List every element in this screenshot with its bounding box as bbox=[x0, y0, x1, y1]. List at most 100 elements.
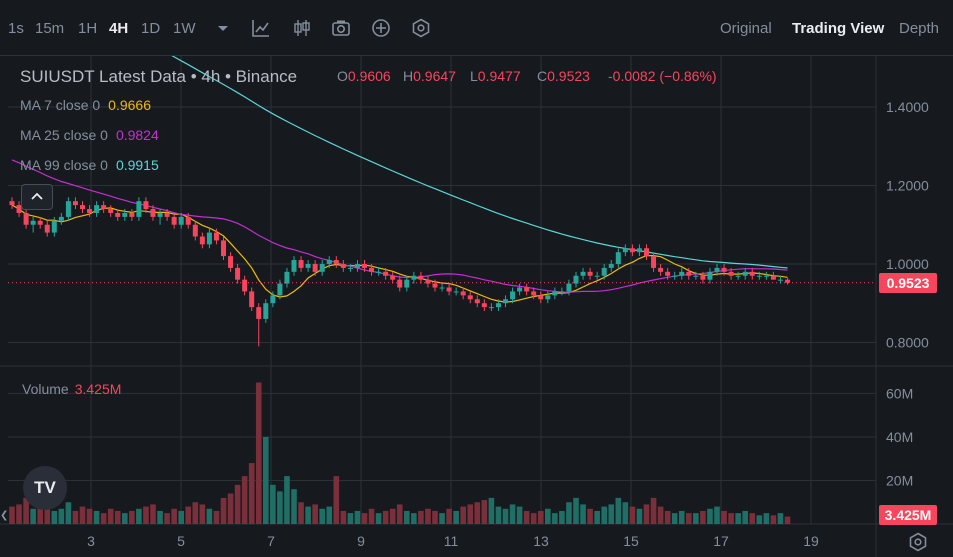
candle-body bbox=[545, 295, 551, 300]
volume-bar bbox=[396, 504, 403, 524]
tab-original[interactable]: Original bbox=[720, 20, 772, 37]
volume-bar bbox=[192, 502, 199, 524]
timeframe-15m[interactable]: 15m bbox=[35, 20, 65, 37]
candle-body bbox=[474, 299, 480, 304]
volume-bar bbox=[432, 510, 438, 524]
candle-body bbox=[143, 201, 149, 210]
volume-bar bbox=[622, 502, 629, 524]
volume-bar bbox=[742, 510, 748, 524]
volume-bar bbox=[284, 476, 290, 524]
volume-bar bbox=[354, 510, 361, 524]
volume-bar bbox=[425, 508, 431, 524]
ma7-legend[interactable]: MA 7 close 0 0.9666 bbox=[20, 97, 151, 113]
candle-body bbox=[171, 216, 177, 225]
timeframe-1d[interactable]: 1D bbox=[141, 20, 161, 37]
candle-body bbox=[221, 240, 226, 257]
candle-body bbox=[178, 216, 184, 225]
candle-body bbox=[242, 279, 248, 292]
time-tick-label: 11 bbox=[444, 533, 459, 549]
candle-body bbox=[749, 271, 755, 276]
volume-bar bbox=[255, 382, 262, 524]
candle-body bbox=[376, 271, 382, 273]
candle-body bbox=[94, 205, 100, 213]
volume-bar bbox=[481, 500, 488, 524]
candle-body bbox=[51, 220, 57, 233]
candle-body bbox=[115, 212, 121, 217]
volume-tick-label: 60M bbox=[886, 385, 913, 401]
volume-bar bbox=[312, 504, 318, 524]
last-volume-tag: 3.425M bbox=[879, 505, 937, 525]
settings-icon[interactable] bbox=[908, 532, 928, 552]
volume-bar bbox=[234, 484, 241, 524]
volume-bar bbox=[129, 510, 135, 524]
dropdown-icon[interactable] bbox=[213, 18, 233, 38]
time-tick-label: 3 bbox=[87, 533, 95, 549]
volume-bar bbox=[44, 504, 51, 524]
camera-icon[interactable] bbox=[331, 18, 351, 38]
volume-bar bbox=[340, 510, 347, 524]
volume-bar bbox=[93, 510, 100, 524]
volume-bar bbox=[9, 506, 15, 524]
candle-body bbox=[488, 307, 494, 309]
timeframe-1h[interactable]: 1H bbox=[78, 20, 98, 37]
volume-bar bbox=[100, 513, 107, 524]
volume-bar bbox=[509, 504, 516, 524]
timeframe-1w[interactable]: 1W bbox=[173, 20, 196, 37]
plus-circle-icon[interactable] bbox=[371, 18, 391, 38]
candle-body bbox=[629, 248, 635, 253]
candle-body bbox=[319, 263, 325, 272]
ohlc-change: -0.0082 (−0.86%) bbox=[608, 68, 717, 84]
volume-bar bbox=[157, 510, 163, 524]
candle-body bbox=[16, 205, 22, 213]
ma7-value: 0.9666 bbox=[108, 97, 151, 113]
tab-trading-view[interactable]: Trading View bbox=[792, 20, 885, 37]
line-tool-icon[interactable] bbox=[251, 18, 271, 38]
candle-body bbox=[369, 267, 375, 272]
candle-body bbox=[305, 263, 311, 268]
volume-bar bbox=[615, 497, 622, 524]
chart-title: SUIUSDT Latest Data • 4h • Binance bbox=[20, 67, 298, 86]
candle-body bbox=[164, 212, 170, 217]
candle-body bbox=[622, 248, 628, 253]
volume-bar bbox=[580, 504, 586, 524]
candle-body bbox=[566, 283, 572, 292]
volume-bar bbox=[714, 506, 720, 524]
collapse-legend-button[interactable] bbox=[21, 184, 53, 210]
volume-bar bbox=[361, 513, 368, 524]
volume-bar bbox=[700, 510, 706, 524]
volume-bar bbox=[241, 476, 248, 524]
price-chart[interactable]: 1.4000 1.2000 1.0000 0.8000 60M 40M 20M 3 5 7 9 11 1… bbox=[0, 56, 953, 557]
candle-body bbox=[284, 271, 290, 284]
volume-bar bbox=[333, 476, 340, 524]
candle-body bbox=[707, 271, 713, 280]
candle-type-icon[interactable] bbox=[292, 18, 312, 38]
volume-bar bbox=[439, 513, 445, 524]
volume-bar bbox=[693, 513, 699, 524]
volume-bar bbox=[368, 508, 375, 524]
candle-body bbox=[213, 232, 219, 241]
candle-body bbox=[608, 263, 614, 268]
indicator-icon[interactable] bbox=[411, 18, 431, 38]
ma25-legend[interactable]: MA 25 close 0 0.9824 bbox=[20, 127, 159, 143]
volume-bar bbox=[446, 508, 452, 524]
volume-bar bbox=[636, 508, 643, 524]
tradingview-logo[interactable]: TV bbox=[23, 466, 67, 510]
timeframe-1s[interactable]: 1s bbox=[8, 20, 24, 37]
tab-depth[interactable]: Depth bbox=[899, 20, 940, 37]
scroll-left-icon[interactable]: ❮ bbox=[0, 510, 9, 521]
candle-body bbox=[453, 291, 459, 293]
volume-bar bbox=[559, 510, 565, 524]
volume-bar bbox=[777, 513, 784, 524]
candle-body bbox=[580, 271, 586, 276]
time-tick-label: 15 bbox=[623, 533, 639, 549]
volume-bar bbox=[206, 508, 213, 524]
ma99-legend[interactable]: MA 99 close 0 0.9915 bbox=[20, 157, 159, 173]
candle-body bbox=[651, 256, 657, 268]
volume-bar bbox=[707, 508, 713, 524]
volume-bar bbox=[587, 508, 593, 524]
volume-bar bbox=[72, 510, 79, 524]
volume-bar bbox=[460, 506, 466, 524]
timeframe-4h[interactable]: 4H bbox=[109, 20, 129, 37]
volume-bar bbox=[114, 510, 121, 524]
candle-body bbox=[249, 291, 255, 308]
